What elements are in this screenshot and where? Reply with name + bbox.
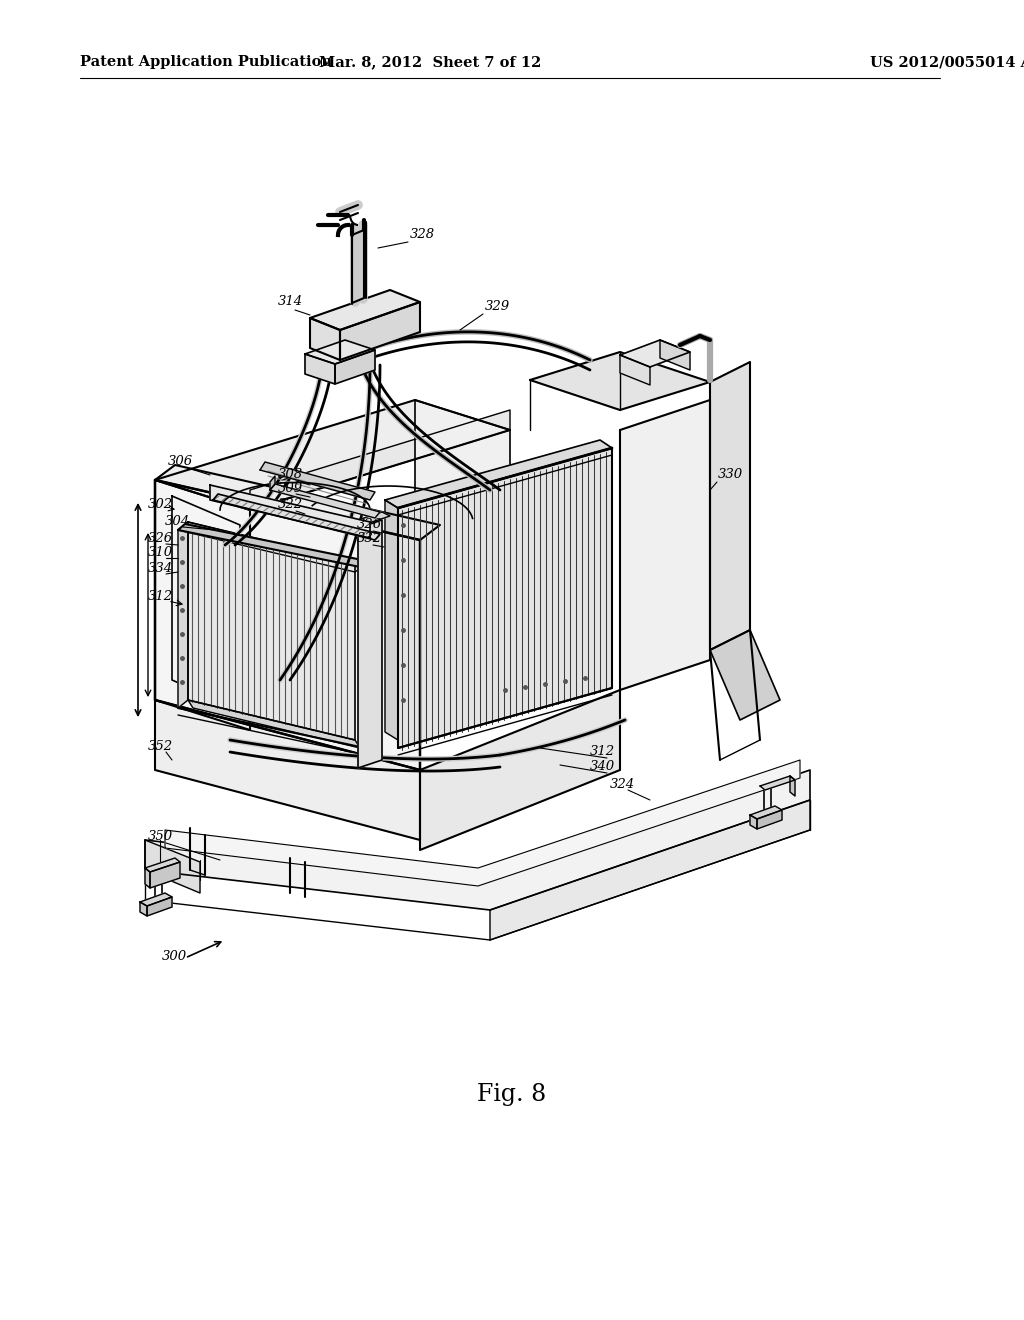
Polygon shape bbox=[155, 480, 250, 730]
Text: 326: 326 bbox=[357, 517, 382, 531]
Text: 304: 304 bbox=[165, 515, 190, 528]
Polygon shape bbox=[270, 477, 275, 490]
Polygon shape bbox=[490, 800, 810, 940]
Text: 312: 312 bbox=[590, 744, 615, 758]
Text: 310: 310 bbox=[148, 546, 173, 558]
Polygon shape bbox=[140, 894, 172, 906]
Polygon shape bbox=[660, 341, 690, 370]
Polygon shape bbox=[310, 318, 340, 360]
Polygon shape bbox=[760, 776, 795, 789]
Polygon shape bbox=[620, 355, 650, 385]
Polygon shape bbox=[530, 352, 710, 411]
Polygon shape bbox=[145, 770, 810, 909]
Polygon shape bbox=[210, 484, 370, 539]
Polygon shape bbox=[213, 494, 380, 540]
Text: Fig. 8: Fig. 8 bbox=[477, 1084, 547, 1106]
Polygon shape bbox=[145, 869, 150, 888]
Text: 324: 324 bbox=[610, 777, 635, 791]
Text: 300: 300 bbox=[162, 950, 187, 964]
Polygon shape bbox=[415, 400, 510, 649]
Text: 330: 330 bbox=[718, 469, 743, 480]
Text: 332: 332 bbox=[357, 532, 382, 545]
Polygon shape bbox=[335, 350, 375, 384]
Polygon shape bbox=[620, 341, 690, 367]
Polygon shape bbox=[310, 290, 420, 330]
Polygon shape bbox=[150, 862, 180, 888]
Polygon shape bbox=[188, 521, 355, 741]
Polygon shape bbox=[385, 500, 398, 741]
Text: 309: 309 bbox=[278, 482, 303, 495]
Polygon shape bbox=[270, 484, 380, 517]
Text: 350: 350 bbox=[148, 830, 173, 843]
Text: 340: 340 bbox=[590, 760, 615, 774]
Text: 326: 326 bbox=[148, 532, 173, 545]
Text: 322: 322 bbox=[278, 498, 303, 511]
Text: 328: 328 bbox=[410, 228, 435, 242]
Text: US 2012/0055014 A1: US 2012/0055014 A1 bbox=[870, 55, 1024, 69]
Polygon shape bbox=[178, 524, 372, 568]
Polygon shape bbox=[155, 400, 510, 510]
Polygon shape bbox=[790, 776, 795, 796]
Polygon shape bbox=[750, 814, 757, 829]
Polygon shape bbox=[305, 341, 375, 364]
Polygon shape bbox=[710, 362, 750, 649]
Polygon shape bbox=[710, 630, 780, 719]
Polygon shape bbox=[147, 898, 172, 916]
Polygon shape bbox=[340, 302, 420, 360]
Text: 314: 314 bbox=[278, 294, 303, 308]
Polygon shape bbox=[178, 521, 188, 708]
Polygon shape bbox=[155, 465, 440, 540]
Polygon shape bbox=[352, 230, 364, 304]
Text: Patent Application Publication: Patent Application Publication bbox=[80, 55, 332, 69]
Text: 306: 306 bbox=[168, 455, 194, 469]
Polygon shape bbox=[145, 840, 200, 894]
Polygon shape bbox=[145, 858, 180, 873]
Polygon shape bbox=[398, 447, 612, 748]
Polygon shape bbox=[420, 690, 620, 850]
Polygon shape bbox=[172, 496, 240, 710]
Polygon shape bbox=[757, 810, 782, 829]
Polygon shape bbox=[250, 411, 510, 510]
Text: 312: 312 bbox=[148, 590, 173, 603]
Polygon shape bbox=[750, 807, 782, 818]
Polygon shape bbox=[385, 440, 612, 508]
Polygon shape bbox=[155, 700, 420, 840]
Text: 329: 329 bbox=[485, 300, 510, 313]
Text: 352: 352 bbox=[148, 741, 173, 752]
Polygon shape bbox=[620, 400, 710, 690]
Polygon shape bbox=[260, 462, 375, 500]
Polygon shape bbox=[178, 521, 365, 572]
Text: 334: 334 bbox=[148, 562, 173, 576]
Polygon shape bbox=[140, 902, 147, 916]
Polygon shape bbox=[305, 354, 335, 384]
Text: 308: 308 bbox=[278, 469, 303, 480]
Polygon shape bbox=[188, 700, 360, 748]
Text: 302: 302 bbox=[148, 498, 173, 511]
Polygon shape bbox=[358, 520, 382, 768]
Polygon shape bbox=[155, 480, 420, 770]
Polygon shape bbox=[358, 512, 390, 524]
Polygon shape bbox=[165, 760, 800, 886]
Text: Mar. 8, 2012  Sheet 7 of 12: Mar. 8, 2012 Sheet 7 of 12 bbox=[318, 55, 542, 69]
